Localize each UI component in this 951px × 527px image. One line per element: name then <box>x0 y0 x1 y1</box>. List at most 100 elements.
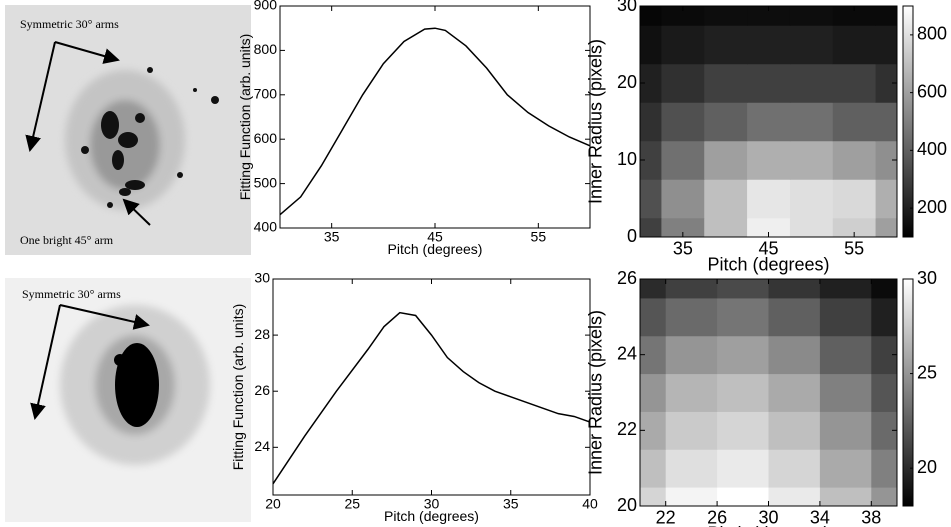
x-tick-label: 40 <box>582 496 598 512</box>
x-tick-label: 35 <box>503 496 519 512</box>
contour-cell <box>717 487 769 506</box>
contour-cell <box>640 179 662 219</box>
y-tick-label: 24 <box>617 343 637 363</box>
y-tick-label: 10 <box>617 149 637 169</box>
contour-cell <box>665 487 718 506</box>
contour-cell <box>661 6 705 26</box>
contour-cell <box>665 411 718 450</box>
x-tick-label: 45 <box>758 238 778 258</box>
contour-cell <box>661 179 705 219</box>
colorbar-tick-label: 20 <box>917 457 937 477</box>
contour-cell <box>661 25 705 65</box>
contour-cell <box>871 279 897 299</box>
y-tick-label: 20 <box>617 495 637 515</box>
line <box>279 27 591 216</box>
x-tick-label: 22 <box>656 507 676 527</box>
contour-cell <box>871 373 897 412</box>
contour-cell <box>768 449 821 488</box>
contour-cell <box>875 179 897 219</box>
contour-cell <box>704 25 748 65</box>
colorbar-tick-label: 30 <box>917 268 937 288</box>
x-tick-label: 30 <box>424 496 440 512</box>
contour-cell <box>665 297 718 337</box>
y-tick-label: 800 <box>254 41 278 57</box>
contour-cell <box>640 6 662 26</box>
contour-cell <box>747 6 791 26</box>
contour-cell <box>789 179 834 219</box>
y-tick-label: 30 <box>617 0 637 15</box>
contour-cell <box>747 140 791 180</box>
colorbar <box>902 5 914 238</box>
y-axis-label: Inner Radius (pixels) <box>586 39 606 204</box>
contour-field <box>640 279 897 506</box>
contour-cell <box>819 373 872 412</box>
contour-cell <box>747 25 791 65</box>
contour-cell <box>747 217 791 237</box>
contour-cell <box>640 217 662 237</box>
colorbar-tick-label: 600 <box>917 81 947 101</box>
contour-cell <box>875 63 897 103</box>
x-tick-label: 35 <box>673 238 693 258</box>
contour-cell <box>832 179 877 219</box>
contour-cell <box>832 63 877 103</box>
y-tick-label: 28 <box>254 326 270 342</box>
line <box>272 311 591 485</box>
x-tick-label: 34 <box>810 507 830 527</box>
y-tick-label: 20 <box>617 72 637 92</box>
galaxy-image-2: Symmetric 30° arms <box>5 278 251 522</box>
x-axis-label: Pitch (degrees) <box>388 241 483 257</box>
colorbar-tick-label: 25 <box>917 362 937 382</box>
contour-cell <box>832 25 877 65</box>
contour-cell <box>768 279 821 299</box>
contour-cell <box>789 140 834 180</box>
contour-cell <box>768 411 821 450</box>
contour-cell <box>640 102 662 142</box>
contour-cell <box>832 140 877 180</box>
galaxy-image-1: Symmetric 30° arms One bright 45° arm <box>5 5 251 255</box>
annotation: Symmetric 30° arms <box>20 17 119 31</box>
contour-cell <box>665 335 718 375</box>
contour-cell <box>789 102 834 142</box>
contour-cell <box>747 63 791 103</box>
contour-cell <box>819 335 872 375</box>
x-axis-label: Pitch (degrees) <box>384 508 479 524</box>
contour-cell <box>717 449 769 488</box>
contour-cell <box>640 297 667 337</box>
y-tick-label: 26 <box>617 268 637 288</box>
contour-cell <box>661 140 705 180</box>
colorbar <box>902 278 914 507</box>
annotation: One bright 45° arm <box>20 233 114 247</box>
contour-cell <box>661 217 705 237</box>
contour-cell <box>665 373 718 412</box>
contour-cell <box>661 63 705 103</box>
x-tick-label: 55 <box>531 229 547 245</box>
contour-cell <box>640 63 662 103</box>
y-axis-label: Inner Radius (pixels) <box>586 310 606 475</box>
y-tick-label: 400 <box>254 219 278 235</box>
y-axis-label: Fitting Function (arb. units) <box>237 34 253 201</box>
y-tick-label: 0 <box>627 226 637 246</box>
contour-cell <box>704 63 748 103</box>
contour-cell <box>640 373 667 412</box>
y-tick-label: 30 <box>254 270 270 286</box>
y-tick-label: 600 <box>254 130 278 146</box>
contour-cell <box>640 279 667 299</box>
contour-cell <box>704 102 748 142</box>
contour-cell <box>789 217 834 237</box>
y-axis-label: Fitting Function (arb. units) <box>230 304 246 471</box>
contour-cell <box>819 411 872 450</box>
contour-cell <box>717 297 769 337</box>
colorbar-tick-label: 400 <box>917 139 947 159</box>
contour-cell <box>717 411 769 450</box>
contour-cell <box>747 102 791 142</box>
contour-cell <box>768 297 821 337</box>
contour-cell <box>832 6 877 26</box>
colorbar-tick-label: 200 <box>917 197 947 217</box>
contour-cell <box>768 373 821 412</box>
contour-cell <box>832 217 877 237</box>
contour-cell <box>768 335 821 375</box>
contour-cell <box>704 6 748 26</box>
contour-cell <box>819 279 872 299</box>
contour-cell <box>640 487 667 506</box>
